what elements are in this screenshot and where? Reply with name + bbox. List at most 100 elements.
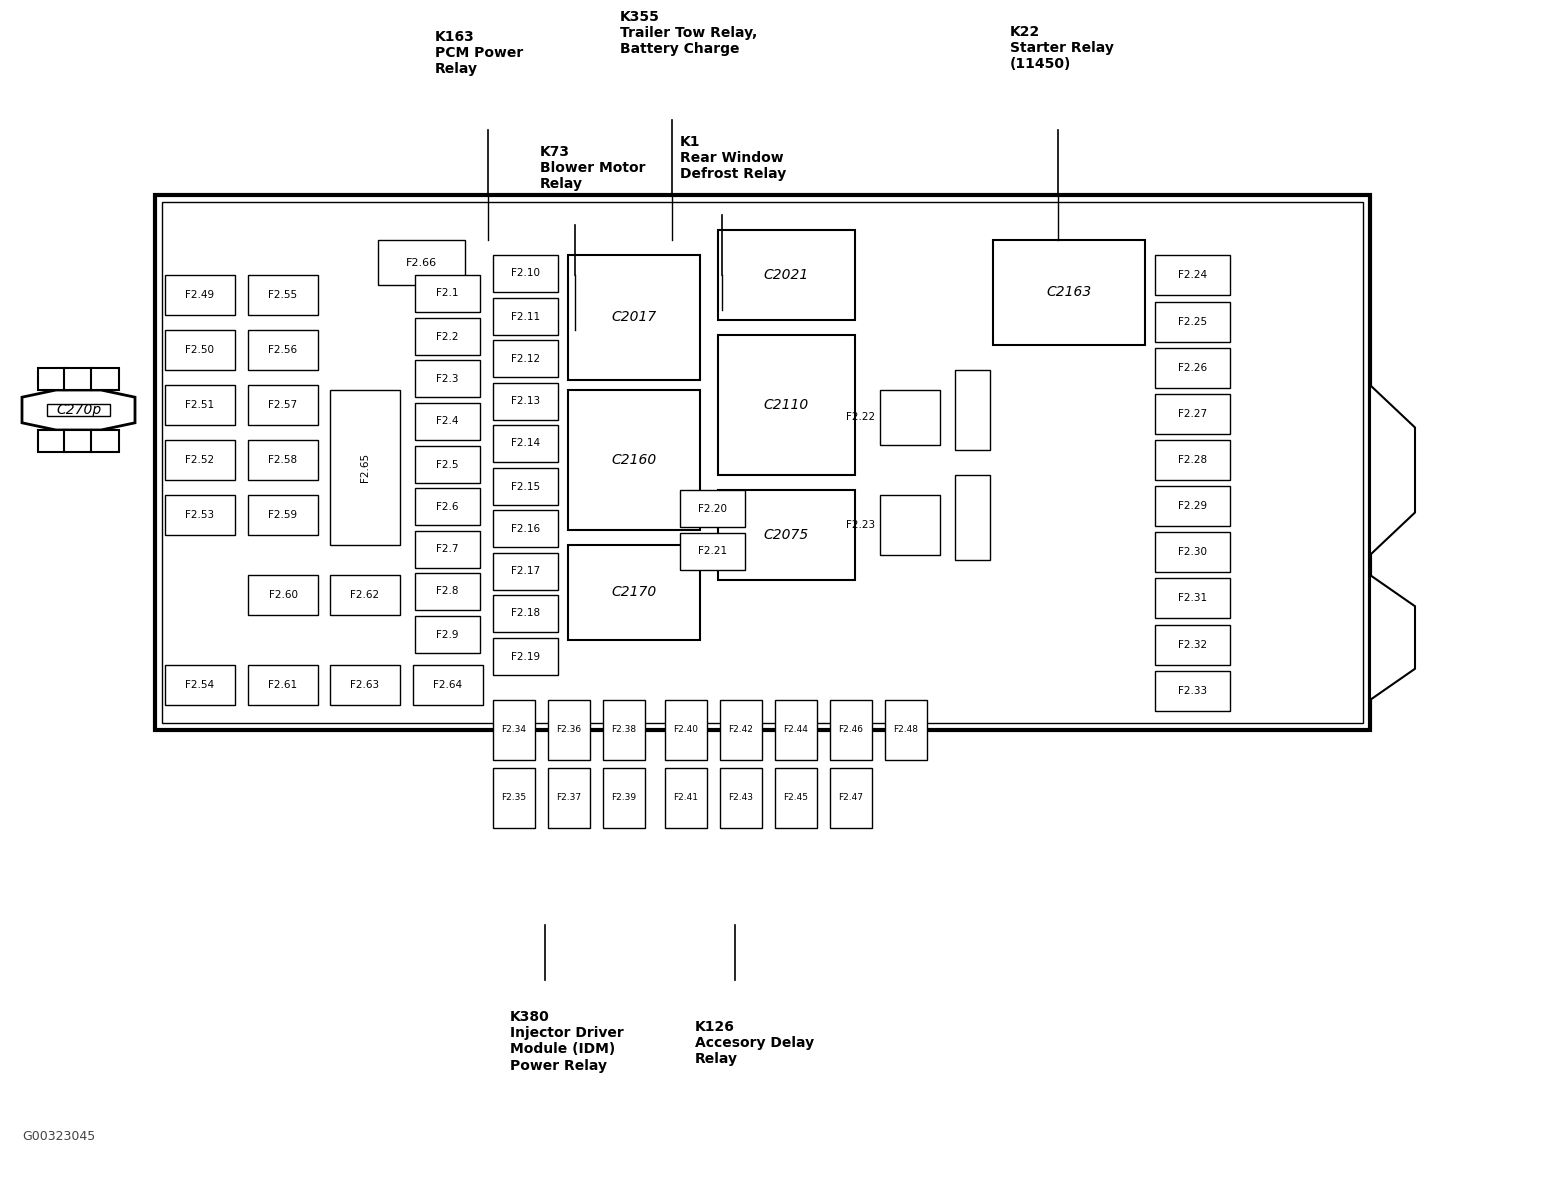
Bar (415, 488, 480, 526)
Text: F2.66: F2.66 (406, 258, 437, 268)
Bar (493, 595, 558, 632)
Bar (493, 254, 558, 292)
Text: F2.53: F2.53 (185, 510, 214, 520)
Bar (493, 298, 558, 335)
Text: F2.15: F2.15 (511, 481, 541, 492)
Bar (718, 335, 855, 475)
Bar (415, 403, 480, 440)
Bar (830, 700, 872, 760)
Text: F2.23: F2.23 (845, 520, 875, 530)
Text: C2021: C2021 (763, 268, 808, 282)
Text: F2.7: F2.7 (437, 545, 458, 554)
Text: G00323045: G00323045 (22, 1130, 95, 1142)
Text: F2.9: F2.9 (437, 630, 458, 640)
Text: F2.45: F2.45 (783, 793, 808, 803)
Text: F2.65: F2.65 (361, 452, 370, 481)
Bar (681, 533, 744, 570)
Text: C2075: C2075 (763, 528, 808, 542)
Bar (720, 768, 761, 828)
Bar (1155, 532, 1231, 572)
Text: K163
PCM Power
Relay: K163 PCM Power Relay (435, 30, 524, 77)
Text: F2.6: F2.6 (437, 502, 458, 511)
Text: F2.5: F2.5 (437, 460, 458, 469)
Text: F2.49: F2.49 (185, 290, 214, 300)
Bar (249, 275, 319, 314)
Bar (493, 425, 558, 462)
Bar (775, 768, 817, 828)
Text: F2.56: F2.56 (269, 346, 297, 355)
Bar (1155, 440, 1231, 480)
Bar (569, 254, 699, 380)
Bar (880, 390, 940, 445)
Text: F2.47: F2.47 (839, 793, 864, 803)
Bar (1155, 671, 1231, 710)
Bar (884, 700, 928, 760)
Bar (47, 404, 110, 416)
Text: F2.43: F2.43 (729, 793, 754, 803)
Text: F2.1: F2.1 (437, 288, 458, 299)
Text: F2.38: F2.38 (611, 726, 637, 734)
Text: F2.30: F2.30 (1178, 547, 1207, 557)
Bar (162, 202, 1363, 722)
Text: C2170: C2170 (611, 584, 657, 599)
Bar (415, 446, 480, 482)
Bar (493, 383, 558, 420)
Bar (165, 665, 235, 704)
Text: F2.60: F2.60 (269, 590, 297, 600)
Bar (415, 275, 480, 312)
Bar (415, 530, 480, 568)
Text: F2.21: F2.21 (698, 546, 727, 557)
Text: F2.25: F2.25 (1178, 317, 1207, 326)
Text: F2.12: F2.12 (511, 354, 541, 364)
Bar (1155, 254, 1231, 295)
Bar (92, 430, 120, 452)
Text: F2.28: F2.28 (1178, 455, 1207, 464)
Bar (493, 768, 535, 828)
Text: F2.50: F2.50 (185, 346, 214, 355)
Bar (665, 768, 707, 828)
Text: C2160: C2160 (611, 452, 657, 467)
Text: F2.54: F2.54 (185, 680, 214, 690)
Text: F2.62: F2.62 (351, 590, 379, 600)
Text: F2.18: F2.18 (511, 608, 541, 618)
Bar (681, 490, 744, 527)
Bar (549, 768, 591, 828)
Text: C2110: C2110 (763, 398, 808, 412)
Bar (249, 575, 319, 614)
Text: F2.52: F2.52 (185, 455, 214, 464)
Text: F2.34: F2.34 (502, 726, 527, 734)
Text: K355
Trailer Tow Relay,
Battery Charge: K355 Trailer Tow Relay, Battery Charge (620, 10, 757, 56)
Text: K126
Accesory Delay
Relay: K126 Accesory Delay Relay (695, 1020, 814, 1067)
Text: C270p: C270p (56, 403, 101, 416)
Text: F2.16: F2.16 (511, 523, 541, 534)
Bar (155, 194, 1371, 730)
Bar (165, 440, 235, 480)
Bar (329, 575, 399, 614)
Bar (413, 665, 483, 704)
Bar (37, 368, 65, 390)
Bar (415, 360, 480, 397)
Text: F2.37: F2.37 (556, 793, 581, 803)
Text: F2.48: F2.48 (894, 726, 918, 734)
Bar (1155, 348, 1231, 388)
Bar (493, 340, 558, 377)
Bar (415, 616, 480, 653)
Text: F2.14: F2.14 (511, 438, 541, 449)
Text: F2.24: F2.24 (1178, 270, 1207, 280)
Bar (165, 275, 235, 314)
Text: F2.27: F2.27 (1178, 409, 1207, 419)
Text: K380
Injector Driver
Module (IDM)
Power Relay: K380 Injector Driver Module (IDM) Power … (510, 1010, 623, 1073)
Text: F2.11: F2.11 (511, 312, 541, 322)
Text: F2.46: F2.46 (839, 726, 864, 734)
Bar (1155, 625, 1231, 665)
Bar (1155, 578, 1231, 618)
Text: K1
Rear Window
Defrost Relay: K1 Rear Window Defrost Relay (681, 134, 786, 181)
Text: F2.26: F2.26 (1178, 362, 1207, 373)
Text: F2.22: F2.22 (845, 412, 875, 422)
Bar (493, 468, 558, 505)
Text: F2.55: F2.55 (269, 290, 297, 300)
Text: F2.4: F2.4 (437, 416, 458, 426)
Text: F2.61: F2.61 (269, 680, 297, 690)
Bar (956, 475, 990, 560)
Bar (493, 510, 558, 547)
